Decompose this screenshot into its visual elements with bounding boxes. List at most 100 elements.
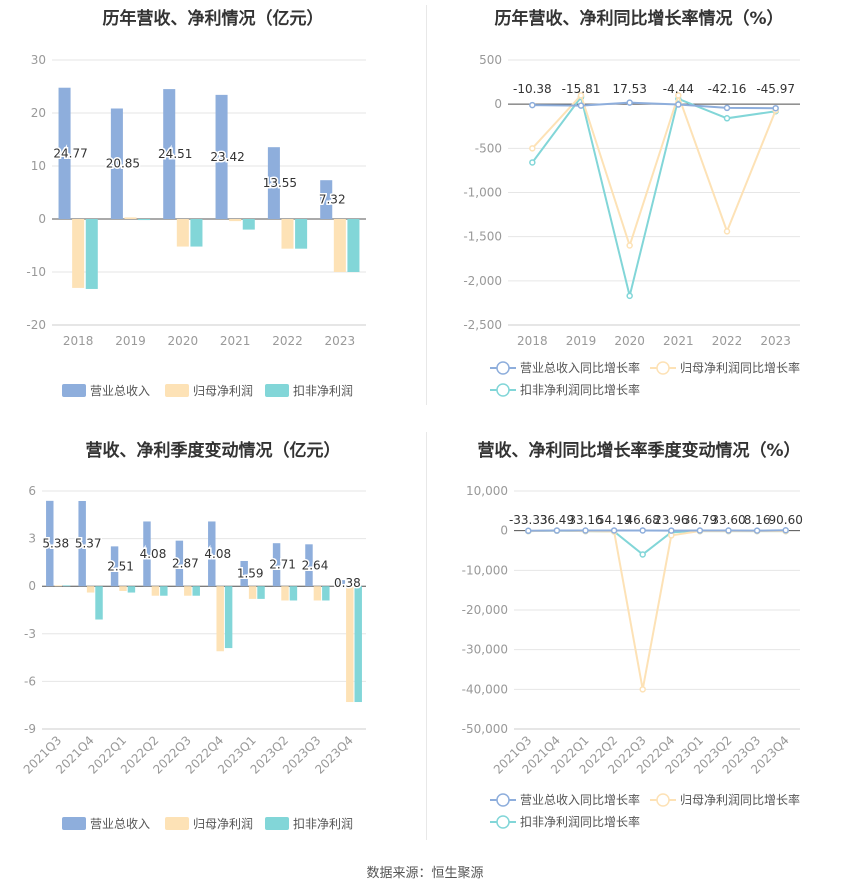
y-tick-label: 0: [500, 524, 508, 538]
data-label: 2.71: [269, 558, 296, 572]
legend-swatch: [265, 817, 289, 830]
y-tick-label: 3: [28, 532, 36, 546]
data-point: [626, 292, 633, 300]
legend-label: 营业总收入同比增长率: [520, 792, 640, 807]
bar: [215, 94, 228, 219]
bar: [85, 219, 98, 289]
y-tick-label: -50,000: [462, 722, 508, 736]
bar: [337, 580, 346, 587]
bar: [229, 219, 242, 222]
bar: [78, 500, 86, 587]
bar: [163, 89, 176, 219]
data-point: [582, 527, 589, 534]
data-label: 5.37: [75, 537, 102, 551]
chart-svg: -20 -10 0 10 20 30 2018 2019 2020 2021 2022 2023 24.…: [26, 53, 366, 398]
legend-label: 扣非净利润: [293, 817, 353, 831]
bar: [62, 585, 71, 587]
y-tick-label: -1,000: [463, 186, 502, 200]
legend-label: 扣非净利润: [293, 384, 353, 398]
quarterly-growth-chart: 营收、净利同比增长率季度变动情况（%） -50,000 -40,000 -30,00…: [428, 430, 850, 850]
chart-svg: -9-6-30362021Q32021Q42022Q12022Q22022Q32…: [21, 484, 366, 831]
data-label: 36.49: [540, 513, 574, 527]
y-tick-label: -10: [26, 265, 46, 279]
x-tick-label: 2023: [325, 334, 356, 348]
vertical-divider: [426, 5, 427, 405]
legend-marker: [656, 793, 670, 807]
data-label: 2.51: [107, 559, 134, 573]
y-tick-label: -9: [24, 722, 36, 736]
data-label: 8.16: [744, 513, 771, 527]
x-tick-label: 2020: [614, 334, 645, 348]
data-point: [725, 527, 732, 534]
data-label: 46.68: [626, 513, 660, 527]
bar: [272, 543, 281, 587]
bar: [333, 219, 346, 272]
y-tick-label: 10,000: [466, 484, 508, 498]
data-point: [675, 101, 682, 108]
bar: [216, 586, 224, 652]
legend-marker: [496, 815, 510, 829]
x-tick-label: 2018: [63, 334, 94, 348]
data-label: 7.32: [319, 193, 346, 207]
data-label: 4.08: [140, 547, 167, 561]
legend-label: 归母净利润同比增长率: [680, 360, 800, 375]
data-point: [772, 104, 779, 112]
bar: [46, 500, 54, 587]
y-tick-label: 20: [31, 106, 46, 120]
bar: [127, 586, 136, 593]
annual-revenue-chart: 历年营收、净利情况（亿元） -20 -10 0 10 20 30 2018 2019 2020 2…: [0, 0, 426, 410]
bar: [305, 544, 313, 587]
x-tick-label: 2023: [760, 334, 791, 348]
legend-marker: [656, 361, 670, 375]
chart-title: 营收、净利同比增长率季度变动情况（%）: [477, 441, 801, 461]
bar: [208, 521, 216, 587]
bar: [347, 219, 360, 272]
data-label: -15.81: [562, 82, 601, 96]
x-tick-label: 2019: [115, 334, 146, 348]
bar: [190, 219, 203, 247]
legend-label: 归母净利润: [193, 817, 253, 831]
data-label: 2.64: [302, 558, 329, 572]
legend-label: 扣非净利润同比增长率: [520, 382, 640, 397]
bar: [151, 586, 160, 596]
data-point: [782, 527, 789, 534]
y-tick-label: 0: [28, 579, 36, 593]
data-label: -4.44: [663, 82, 694, 96]
data-point: [639, 686, 646, 693]
y-tick-label: -500: [475, 141, 502, 155]
bar: [257, 586, 265, 599]
data-point: [577, 92, 585, 99]
data-source: 数据来源：恒生聚源: [366, 866, 484, 881]
y-tick-label: 0: [494, 97, 502, 111]
annual-growth-chart: 历年营收、净利同比增长率情况（%） -2,500 -2,000 -1,500 -1,0…: [428, 0, 850, 410]
bar: [224, 586, 233, 649]
data-point: [626, 242, 633, 249]
data-point: [723, 228, 731, 235]
data-label: 4.08: [204, 547, 231, 561]
legend-label: 归母净利润: [193, 384, 253, 398]
data-point: [753, 527, 761, 534]
y-tick-label: 10: [31, 159, 46, 173]
bar: [346, 586, 354, 703]
y-tick-label: -40,000: [462, 682, 508, 696]
data-point: [610, 527, 618, 534]
bar: [248, 586, 257, 599]
data-point: [723, 104, 731, 112]
series-line: [532, 101, 776, 110]
bar: [281, 219, 294, 249]
y-tick-label: -20,000: [462, 603, 508, 617]
y-tick-label: -20: [26, 318, 46, 332]
y-tick-label: 500: [479, 53, 502, 67]
legend-swatch: [165, 384, 189, 397]
y-tick-label: -2,000: [463, 274, 502, 288]
chart-title: 历年营收、净利同比增长率情况（%）: [494, 9, 784, 29]
data-point: [723, 115, 731, 122]
x-tick-label: 2021: [220, 334, 251, 348]
bar: [176, 219, 189, 247]
bar: [289, 586, 298, 601]
data-point: [668, 527, 675, 534]
data-label: 24.77: [53, 146, 87, 160]
x-tick-label: 2022: [712, 334, 743, 348]
data-point: [553, 527, 561, 534]
legend-swatch: [62, 817, 86, 830]
